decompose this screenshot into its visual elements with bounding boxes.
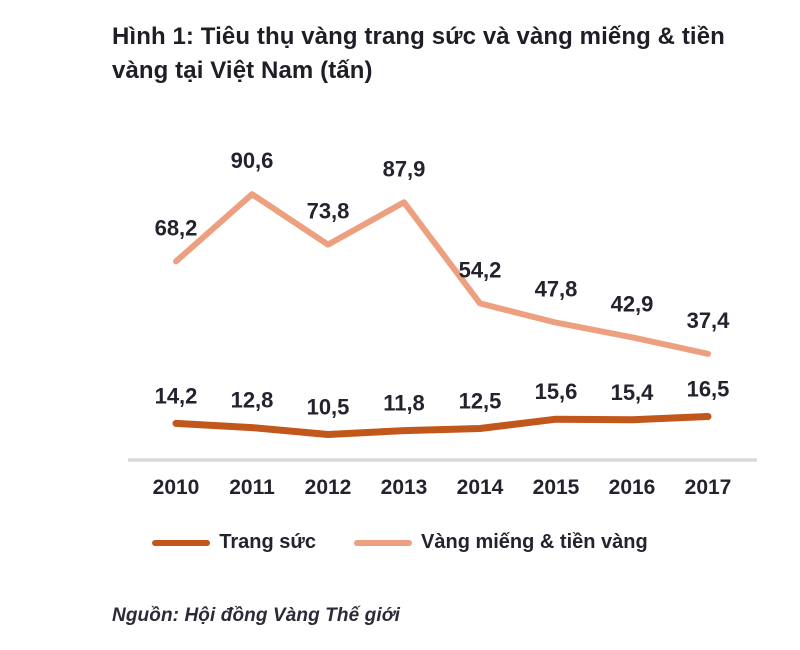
data-label: 12,5 [459, 389, 502, 414]
data-label: 10,5 [307, 395, 350, 420]
x-tick-label: 2013 [381, 476, 428, 499]
legend-label-bar-coin: Vàng miếng & tiền vàng [421, 531, 648, 553]
x-tick-label: 2014 [457, 476, 504, 499]
data-label: 68,2 [155, 215, 198, 240]
x-tick-label: 2017 [685, 476, 732, 499]
source-note: Nguồn: Hội đồng Vàng Thế giới [112, 605, 400, 626]
legend-line-swatch-bar-coin [354, 539, 413, 546]
chart-legend: Trang sức Vàng miếng & tiền vàng [0, 531, 800, 554]
x-tick-label: 2016 [609, 476, 656, 499]
data-label: 90,6 [231, 148, 274, 173]
x-tick-label: 2011 [229, 476, 275, 499]
data-label: 47,8 [535, 277, 578, 302]
data-label: 14,2 [155, 383, 198, 408]
data-label: 73,8 [307, 199, 350, 224]
data-label: 54,2 [459, 257, 502, 282]
series-line-vang-mieng [173, 191, 711, 357]
data-label: 16,5 [687, 377, 730, 402]
legend-item-trang-suc: Trang sức [152, 531, 316, 554]
data-label: 15,4 [611, 380, 655, 405]
data-label: 87,9 [383, 156, 426, 181]
data-label: 42,9 [611, 291, 654, 316]
x-tick-label: 2015 [533, 476, 580, 499]
legend-label-jewelry: Trang sức [219, 531, 317, 553]
data-label: 37,4 [687, 308, 731, 333]
figure-title: Hình 1: Tiêu thụ vàng trang sức và vàng … [112, 23, 725, 84]
data-label: 15,6 [535, 379, 578, 404]
series-line-trang-suc [172, 413, 712, 438]
x-tick-label: 2012 [305, 476, 352, 499]
data-label: 11,8 [383, 391, 425, 416]
x-tick-label: 2010 [153, 476, 200, 499]
legend-item-vang-mieng: Vàng miếng & tiền vàng [354, 531, 648, 554]
data-label: 12,8 [231, 388, 274, 413]
legend-line-swatch-jewelry [152, 539, 211, 546]
